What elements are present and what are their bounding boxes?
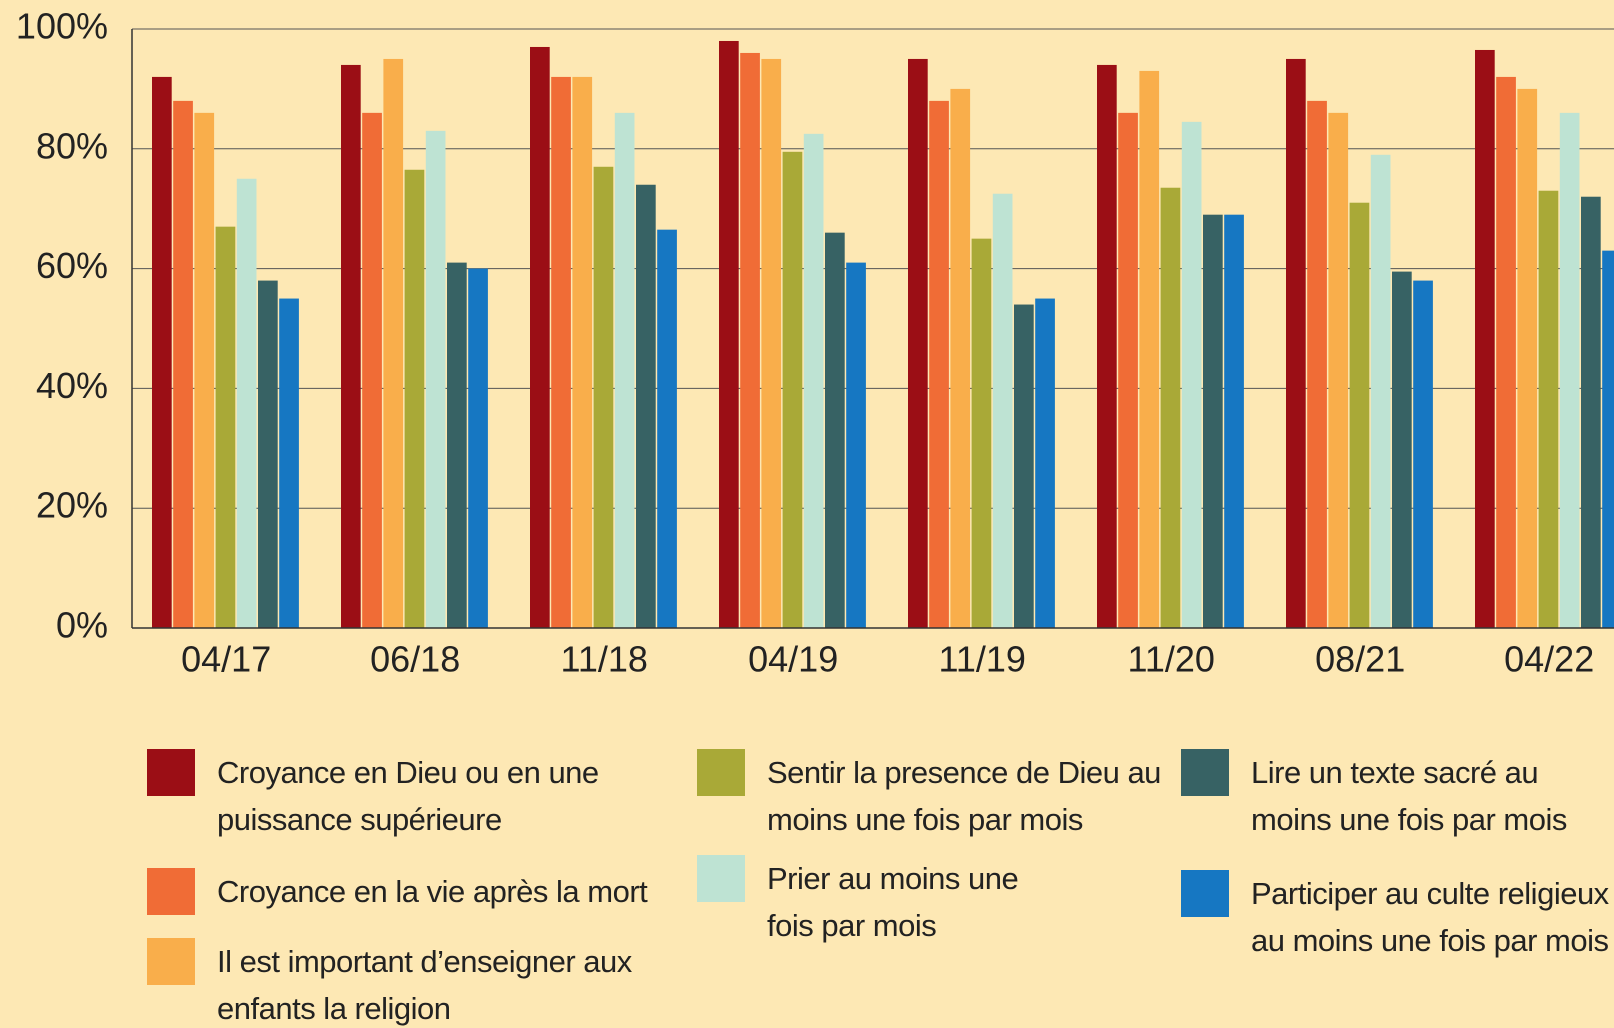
- legend-item: Lire un texte sacré au moins une fois pa…: [1181, 749, 1611, 843]
- legend-label: Croyance en la vie après la mort: [217, 874, 648, 909]
- x-tick-label: 11/18: [560, 639, 647, 680]
- bar: [1118, 112, 1138, 629]
- x-tick-label: 04/19: [748, 639, 838, 680]
- legend-item: Il est important d’enseigner aux enfants…: [147, 938, 657, 1028]
- bar: [215, 226, 236, 629]
- bar: [908, 58, 928, 628]
- legend-swatch: [147, 938, 195, 985]
- bar: [614, 112, 635, 629]
- bar: [551, 76, 571, 629]
- bar: [761, 58, 782, 628]
- bar: [341, 64, 361, 628]
- bar: [258, 280, 278, 628]
- legend-swatch: [1181, 870, 1229, 917]
- bar: [447, 262, 467, 628]
- bar: [194, 112, 215, 629]
- y-tick-label: 20%: [36, 485, 108, 526]
- bar: [1581, 196, 1601, 628]
- bar: [1014, 304, 1034, 628]
- x-tick-label: 04/22: [1504, 639, 1594, 680]
- legend-label: Croyance en Dieu ou en une puissance sup…: [217, 755, 599, 837]
- legend-label: Prier au moins une fois par mois: [767, 861, 1019, 943]
- bar: [846, 262, 866, 628]
- x-tick-label: 04/17: [181, 639, 271, 680]
- legend-label: Lire un texte sacré au moins une fois pa…: [1251, 755, 1567, 837]
- bar: [1097, 64, 1117, 628]
- legend-swatch: [147, 749, 195, 796]
- bar: [362, 112, 382, 629]
- legend-item: Participer au culte religieux au moins u…: [1181, 870, 1614, 964]
- x-tick-label: 11/20: [1127, 639, 1214, 680]
- legend-label: Participer au culte religieux au moins u…: [1251, 876, 1609, 958]
- bar: [1496, 76, 1516, 629]
- bar: [152, 76, 172, 629]
- bar: [1203, 214, 1223, 628]
- bar: [740, 52, 760, 628]
- bar: [383, 58, 404, 628]
- bar: [572, 76, 593, 629]
- bar: [1392, 271, 1412, 628]
- bar: [1328, 112, 1349, 629]
- y-tick-label: 0%: [56, 605, 108, 646]
- bar: [1160, 187, 1181, 629]
- bar: [825, 232, 845, 628]
- bar: [929, 100, 949, 628]
- legend-swatch: [1181, 749, 1229, 796]
- bar: [1139, 70, 1160, 629]
- bar: [1181, 121, 1202, 628]
- y-tick-label: 60%: [36, 245, 108, 286]
- bar: [1559, 112, 1580, 629]
- bar: [468, 268, 488, 628]
- y-tick-label: 40%: [36, 365, 108, 406]
- y-tick-label: 100%: [16, 6, 108, 47]
- bar: [719, 40, 739, 629]
- bar: [1475, 49, 1495, 628]
- bar: [657, 229, 677, 629]
- x-tick-label: 06/18: [370, 639, 460, 680]
- bar: [279, 298, 299, 628]
- bar: [950, 88, 971, 628]
- bar: [1517, 88, 1538, 628]
- legend-item: Croyance en la vie après la mort: [147, 868, 657, 915]
- bar: [236, 178, 257, 628]
- bar: [1035, 298, 1055, 628]
- bar: [803, 133, 824, 628]
- legend-label: Il est important d’enseigner aux enfants…: [217, 944, 632, 1026]
- bar: [425, 130, 446, 628]
- bar: [1286, 58, 1306, 628]
- bar: [1307, 100, 1327, 628]
- bar: [1602, 250, 1614, 628]
- chart: 0% 20% 40% 60% 80% 100% 04/17 06/18 11/18 04/19 11…: [16, 6, 1614, 680]
- bar: [593, 166, 614, 628]
- legend-swatch: [697, 749, 745, 796]
- bar: [782, 151, 803, 629]
- bar: [530, 46, 550, 629]
- legend-item: Sentir la presence de Dieu au moins une …: [697, 749, 1167, 843]
- legend-swatch: [697, 855, 745, 902]
- legend-label: Sentir la presence de Dieu au moins une …: [767, 755, 1161, 837]
- bar: [971, 238, 992, 628]
- x-tick-label: 08/21: [1315, 639, 1405, 680]
- legend-swatch: [147, 868, 195, 915]
- bar: [173, 100, 193, 628]
- x-tick-label: 11/19: [938, 639, 1025, 680]
- bar: [1370, 154, 1391, 629]
- legend-item: Croyance en Dieu ou en une puissance sup…: [147, 749, 617, 843]
- bar: [404, 169, 425, 628]
- bar: [1224, 214, 1244, 628]
- legend-item: Prier au moins une fois par mois: [697, 855, 1067, 949]
- bar: [1538, 190, 1559, 629]
- bar: [1349, 202, 1370, 628]
- bar: [992, 193, 1013, 628]
- y-tick-label: 80%: [36, 125, 108, 166]
- bar: [1413, 280, 1433, 628]
- bar: [636, 184, 656, 629]
